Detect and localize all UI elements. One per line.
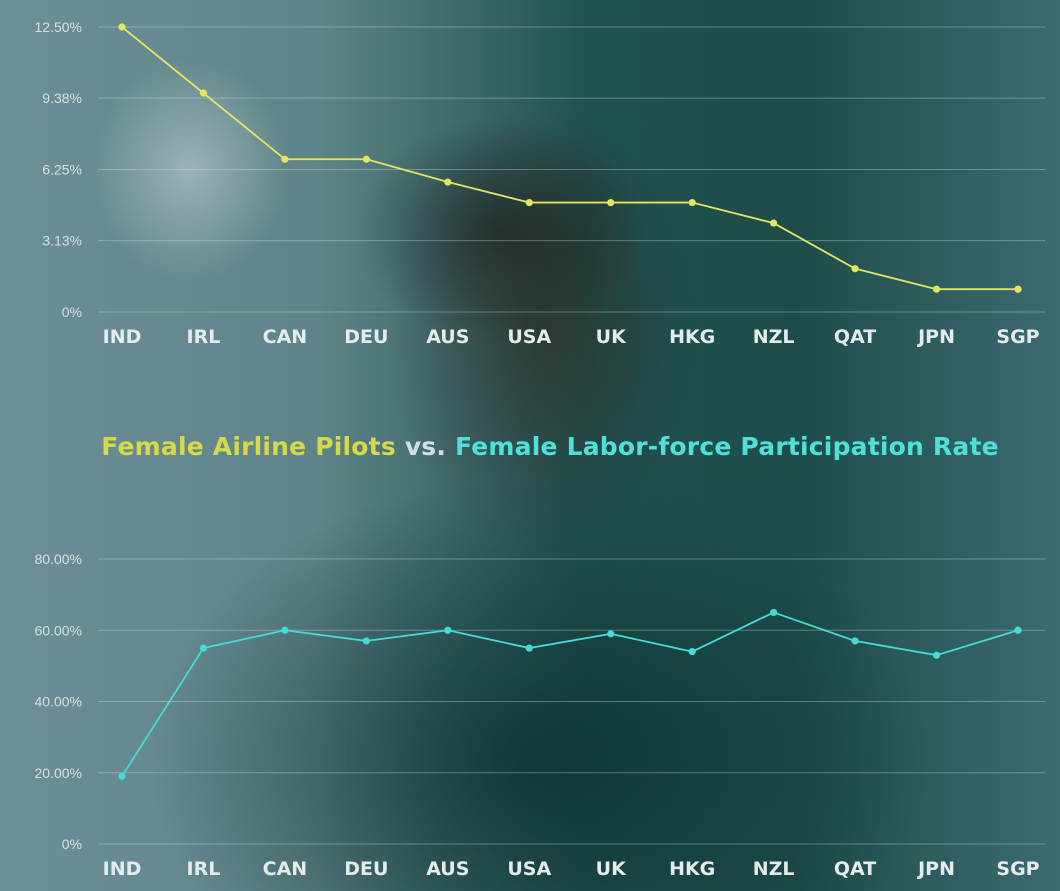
x-tick-label: DEU bbox=[344, 858, 388, 880]
y-tick-label: 60.00% bbox=[35, 622, 82, 638]
data-point bbox=[281, 626, 289, 634]
data-point bbox=[851, 637, 859, 645]
y-tick-label: 40.00% bbox=[35, 694, 82, 710]
x-tick-label: IRL bbox=[187, 858, 221, 880]
x-tick-label: QAT bbox=[834, 858, 876, 880]
data-point bbox=[444, 626, 452, 634]
x-tick-label: JPN bbox=[916, 858, 955, 880]
x-tick-label: IND bbox=[103, 858, 142, 880]
x-tick-label: IND bbox=[103, 326, 142, 348]
data-point bbox=[281, 155, 289, 163]
x-tick-label: AUS bbox=[426, 326, 469, 348]
x-tick-label: DEU bbox=[344, 326, 388, 348]
x-tick-label: QAT bbox=[834, 326, 876, 348]
x-tick-label: AUS bbox=[426, 858, 469, 880]
data-point bbox=[362, 637, 370, 645]
title-vs: vs. bbox=[404, 432, 447, 461]
x-tick-label: UK bbox=[596, 858, 627, 880]
y-tick-label: 0% bbox=[62, 836, 82, 852]
data-point bbox=[851, 265, 859, 273]
x-tick-label: HKG bbox=[669, 858, 715, 880]
data-point bbox=[199, 644, 208, 652]
data-point bbox=[688, 648, 696, 656]
data-point bbox=[525, 644, 533, 652]
data-point bbox=[688, 198, 696, 207]
x-tick-label: UK bbox=[596, 326, 627, 348]
series-line bbox=[121, 611, 1019, 777]
y-tick-label: 9.38% bbox=[42, 90, 82, 106]
x-tick-label: NZL bbox=[753, 858, 795, 880]
y-tick-label: 6.25% bbox=[42, 162, 82, 178]
data-point bbox=[444, 178, 452, 186]
data-point bbox=[770, 608, 778, 617]
data-point bbox=[1014, 285, 1022, 293]
y-tick-label: 12.50% bbox=[35, 19, 82, 35]
title-labor: Female Labor-force Participation Rate bbox=[455, 432, 999, 461]
data-point bbox=[118, 23, 126, 31]
data-point bbox=[607, 630, 615, 638]
data-point bbox=[932, 285, 941, 293]
data-point bbox=[199, 89, 208, 97]
data-point bbox=[525, 198, 533, 207]
x-tick-label: NZL bbox=[753, 326, 795, 348]
x-tick-label: JPN bbox=[916, 326, 955, 348]
x-tick-label: CAN bbox=[263, 858, 308, 880]
x-tick-label: CAN bbox=[263, 326, 308, 348]
data-point bbox=[1014, 626, 1022, 634]
series-line bbox=[121, 26, 1018, 291]
x-tick-label: HKG bbox=[669, 326, 715, 348]
title-pilots: Female Airline Pilots bbox=[101, 432, 396, 461]
x-tick-label: SGP bbox=[996, 326, 1039, 348]
y-tick-label: 3.13% bbox=[42, 233, 82, 249]
x-tick-label: USA bbox=[507, 858, 551, 880]
chart-title: Female Airline Pilots vs. Female Labor-f… bbox=[0, 432, 1060, 461]
x-tick-label: SGP bbox=[996, 858, 1039, 880]
data-point bbox=[932, 651, 941, 659]
x-tick-label: IRL bbox=[187, 326, 221, 348]
y-tick-label: 20.00% bbox=[35, 765, 82, 781]
x-tick-label: USA bbox=[507, 326, 551, 348]
y-tick-label: 0% bbox=[62, 304, 82, 320]
y-tick-label: 80.00% bbox=[35, 551, 82, 567]
data-point bbox=[770, 219, 778, 227]
data-point bbox=[118, 772, 126, 780]
data-point bbox=[362, 155, 370, 163]
data-point bbox=[607, 198, 615, 207]
